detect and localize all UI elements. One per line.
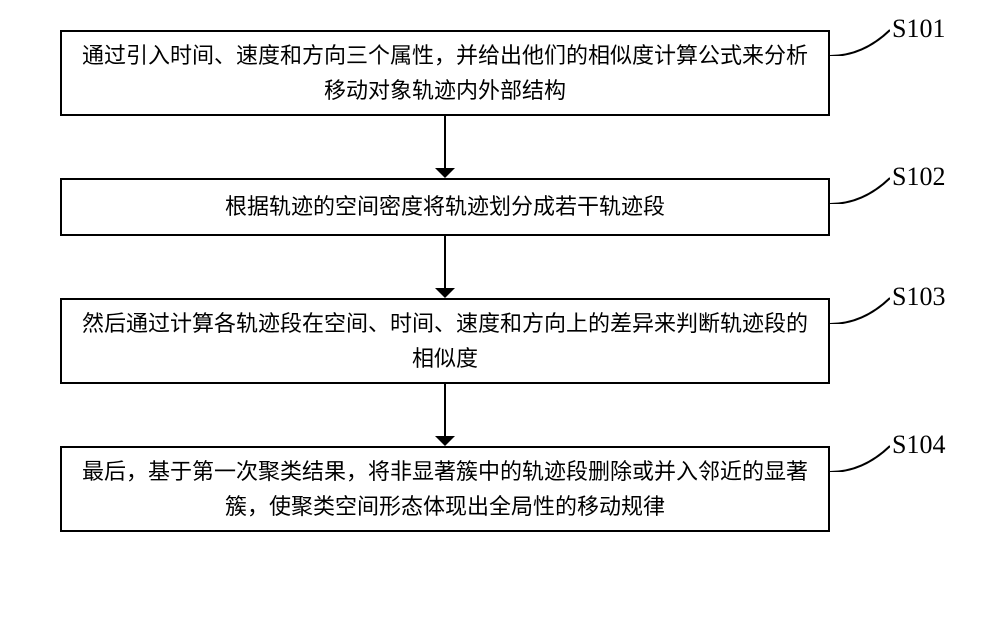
flow-step: 根据轨迹的空间密度将轨迹划分成若干轨迹段 bbox=[60, 178, 830, 236]
flow-step: 通过引入时间、速度和方向三个属性，并给出他们的相似度计算公式来分析移动对象轨迹内… bbox=[60, 30, 830, 116]
label-connector bbox=[830, 294, 890, 324]
flow-arrow bbox=[60, 384, 830, 446]
label-connector bbox=[830, 442, 890, 472]
label-connector bbox=[830, 26, 890, 56]
flow-step-text: 最后，基于第一次聚类结果，将非显著簇中的轨迹段删除或并入邻近的显著簇，使聚类空间… bbox=[82, 454, 808, 524]
flow-step-label: S103 bbox=[892, 282, 945, 312]
flow-step: 然后通过计算各轨迹段在空间、时间、速度和方向上的差异来判断轨迹段的相似度 bbox=[60, 298, 830, 384]
flow-arrow bbox=[60, 236, 830, 298]
flow-step-label: S102 bbox=[892, 162, 945, 192]
label-connector bbox=[830, 174, 890, 204]
flow-step: 最后，基于第一次聚类结果，将非显著簇中的轨迹段删除或并入邻近的显著簇，使聚类空间… bbox=[60, 446, 830, 532]
flow-step-text: 然后通过计算各轨迹段在空间、时间、速度和方向上的差异来判断轨迹段的相似度 bbox=[82, 306, 808, 376]
flow-step-label: S101 bbox=[892, 14, 945, 44]
flow-arrow bbox=[60, 116, 830, 178]
flow-step-label: S104 bbox=[892, 430, 945, 460]
flow-step-text: 通过引入时间、速度和方向三个属性，并给出他们的相似度计算公式来分析移动对象轨迹内… bbox=[82, 38, 808, 108]
flow-step-text: 根据轨迹的空间密度将轨迹划分成若干轨迹段 bbox=[225, 189, 665, 224]
